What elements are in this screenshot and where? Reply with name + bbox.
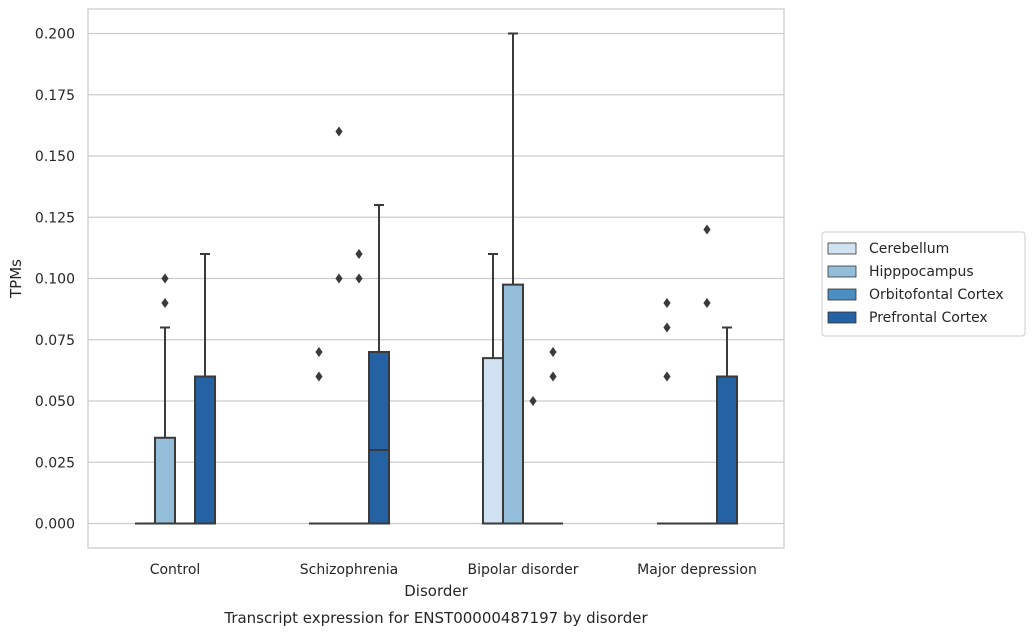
x-tick-label: Major depression [637, 562, 757, 578]
y-tick-label: 0.100 [35, 272, 75, 288]
y-tick-label: 0.125 [35, 210, 75, 226]
y-tick-labels: 0.000 0.025 0.050 0.075 0.100 0.125 0.150 0.175… [35, 27, 75, 533]
box-cerebellum-bipolar-disorder [481, 253, 504, 525]
legend-label: Prefrontal Cortex [869, 310, 988, 326]
box-hipppocampus-bipolar-disorder [501, 32, 524, 525]
legend-swatch [827, 311, 857, 324]
box-body [716, 375, 739, 525]
boxes-layer [134, 32, 739, 525]
outlier-point [161, 273, 169, 284]
legend-label: Orbitofontal Cortex [869, 287, 1004, 303]
box-body [194, 375, 217, 525]
legend-frame [821, 231, 1026, 337]
legend-items: Cerebellum Hipppocampus Orbitofontal Corte… [827, 241, 1004, 326]
box-body [501, 283, 524, 525]
box-cerebellum-schizophrenia [308, 347, 329, 525]
legend-label: Hipppocampus [869, 264, 974, 280]
outlier-point [703, 224, 711, 235]
box-prefrontal-cortex-schizophrenia [368, 204, 391, 525]
legend-label: Cerebellum [869, 241, 949, 257]
y-tick-label: 0.000 [35, 517, 75, 533]
box-prefrontal-cortex-bipolar-disorder [543, 347, 564, 525]
outlier-point [335, 126, 343, 137]
legend-swatch [827, 242, 857, 255]
x-tick-labels: Control Schizophrenia Bipolar disorder Majo… [150, 562, 757, 578]
box-prefrontal-cortex-control [194, 253, 217, 525]
box-orbitofontal-cortex-major-depression [697, 224, 718, 525]
box-hipppocampus-control [153, 273, 177, 525]
outlier-point [315, 347, 323, 357]
legend: Cerebellum Hipppocampus Orbitofontal Corte… [821, 231, 1026, 337]
x-tick-label: Control [150, 562, 201, 578]
y-tick-label: 0.175 [35, 88, 75, 104]
y-tick-label: 0.200 [35, 27, 75, 43]
outlier-point [315, 371, 323, 382]
outlier-point [663, 298, 671, 308]
box-body [481, 357, 504, 525]
legend-swatch [827, 265, 857, 278]
y-tick-label: 0.150 [35, 149, 75, 165]
x-axis-title: Disorder [404, 582, 468, 600]
outlier-point [355, 273, 363, 284]
outlier-point [529, 396, 537, 406]
box-body [153, 436, 177, 525]
grid-layer [88, 32, 784, 525]
plot-frame [87, 8, 785, 549]
box-orbitofontal-cortex-schizophrenia [349, 249, 370, 525]
box-cerebellum-major-depression [656, 298, 677, 525]
box-prefrontal-cortex-major-depression [716, 326, 739, 525]
outlier-point [663, 322, 671, 333]
y-tick-label: 0.025 [35, 455, 75, 471]
y-tick-label: 0.075 [35, 333, 75, 349]
box-hipppocampus-schizophrenia [328, 126, 349, 525]
outlier-point [549, 347, 557, 357]
x-tick-label: Schizophrenia [300, 562, 398, 578]
outlier-point [335, 273, 343, 284]
box-orbitofontal-cortex-bipolar-disorder [523, 396, 544, 525]
outlier-point [703, 298, 711, 308]
y-tick-label: 0.050 [35, 394, 75, 410]
chart-caption: Transcript expression for ENST0000048719… [223, 609, 648, 627]
legend-swatch [827, 288, 857, 301]
x-tick-label: Bipolar disorder [467, 562, 578, 578]
outlier-point [355, 249, 363, 259]
outlier-point [663, 371, 671, 382]
outlier-point [549, 371, 557, 382]
outlier-point [161, 298, 169, 308]
y-axis-title: TPMs [7, 259, 25, 299]
box-body [368, 351, 391, 525]
